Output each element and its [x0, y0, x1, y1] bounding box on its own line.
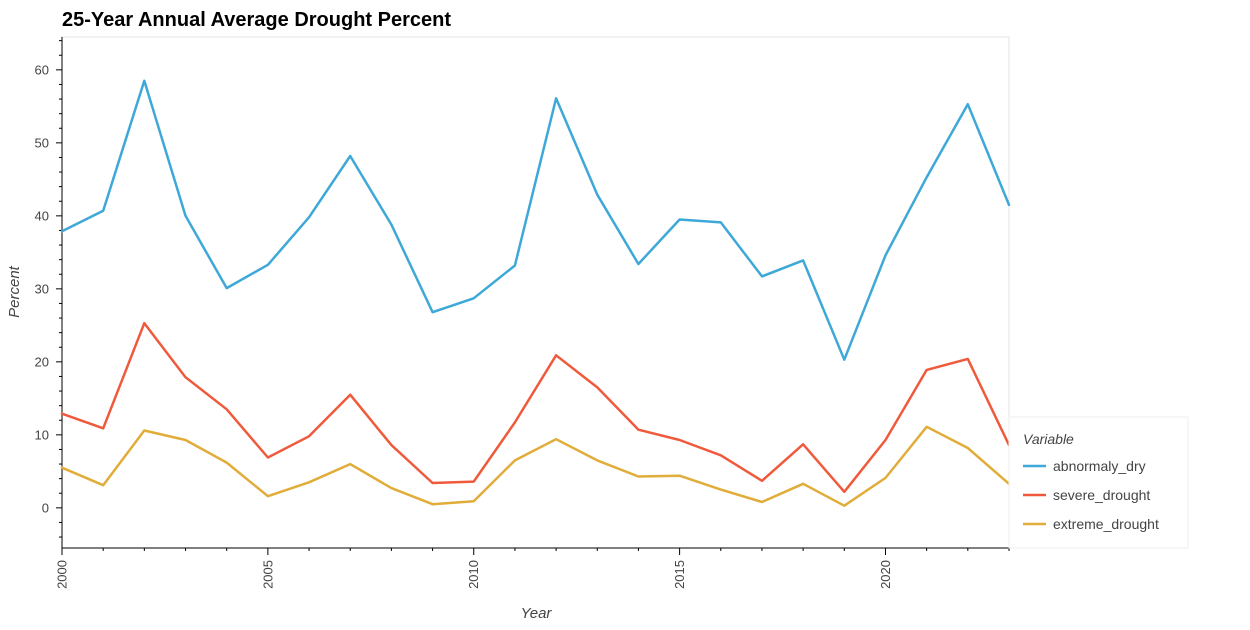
- x-tick-label: 2010: [466, 560, 481, 589]
- legend-label-severe_drought: severe_drought: [1053, 487, 1150, 503]
- plot-area: [61, 36, 1010, 549]
- legend-title: Variable: [1023, 431, 1074, 447]
- y-axis-label: Percent: [6, 265, 23, 318]
- y-tick-label: 30: [35, 281, 49, 296]
- x-tick-label: 2000: [55, 560, 70, 589]
- legend: Variable abnormaly_dry severe_droughtextr…: [1008, 416, 1189, 549]
- series-line-extreme_drought: [60, 425, 1011, 507]
- legend-box: [1008, 416, 1189, 549]
- series-line-abnormaly_dry: [60, 79, 1011, 361]
- x-tick-label: 2015: [672, 560, 687, 589]
- y-tick-label: 40: [35, 208, 49, 223]
- legend-items: abnormaly_dry severe_drought extreme_droug…: [1023, 458, 1159, 532]
- x-tick-label: 2005: [260, 560, 275, 589]
- legend-label-abnormaly_dry: abnormaly_dry: [1053, 458, 1146, 474]
- series-layer: [60, 79, 1011, 507]
- chart-title: 25-Year Annual Average Drought Percent: [62, 9, 451, 31]
- y-tick-label: 10: [35, 427, 49, 442]
- series-line-severe_drought: [60, 321, 1011, 494]
- axes: 0 10 20 30 40 50 60 2000 2005 2010 2015 2020: [35, 37, 1010, 589]
- x-tick-label: 2020: [878, 560, 893, 589]
- y-tick-label: 20: [35, 354, 49, 369]
- legend-label-extreme_drought: extreme_drought: [1053, 516, 1159, 532]
- y-tick-label: 60: [35, 62, 49, 77]
- y-tick-label: 0: [42, 500, 49, 515]
- y-tick-label: 50: [35, 135, 49, 150]
- x-axis-label: Year: [521, 605, 553, 622]
